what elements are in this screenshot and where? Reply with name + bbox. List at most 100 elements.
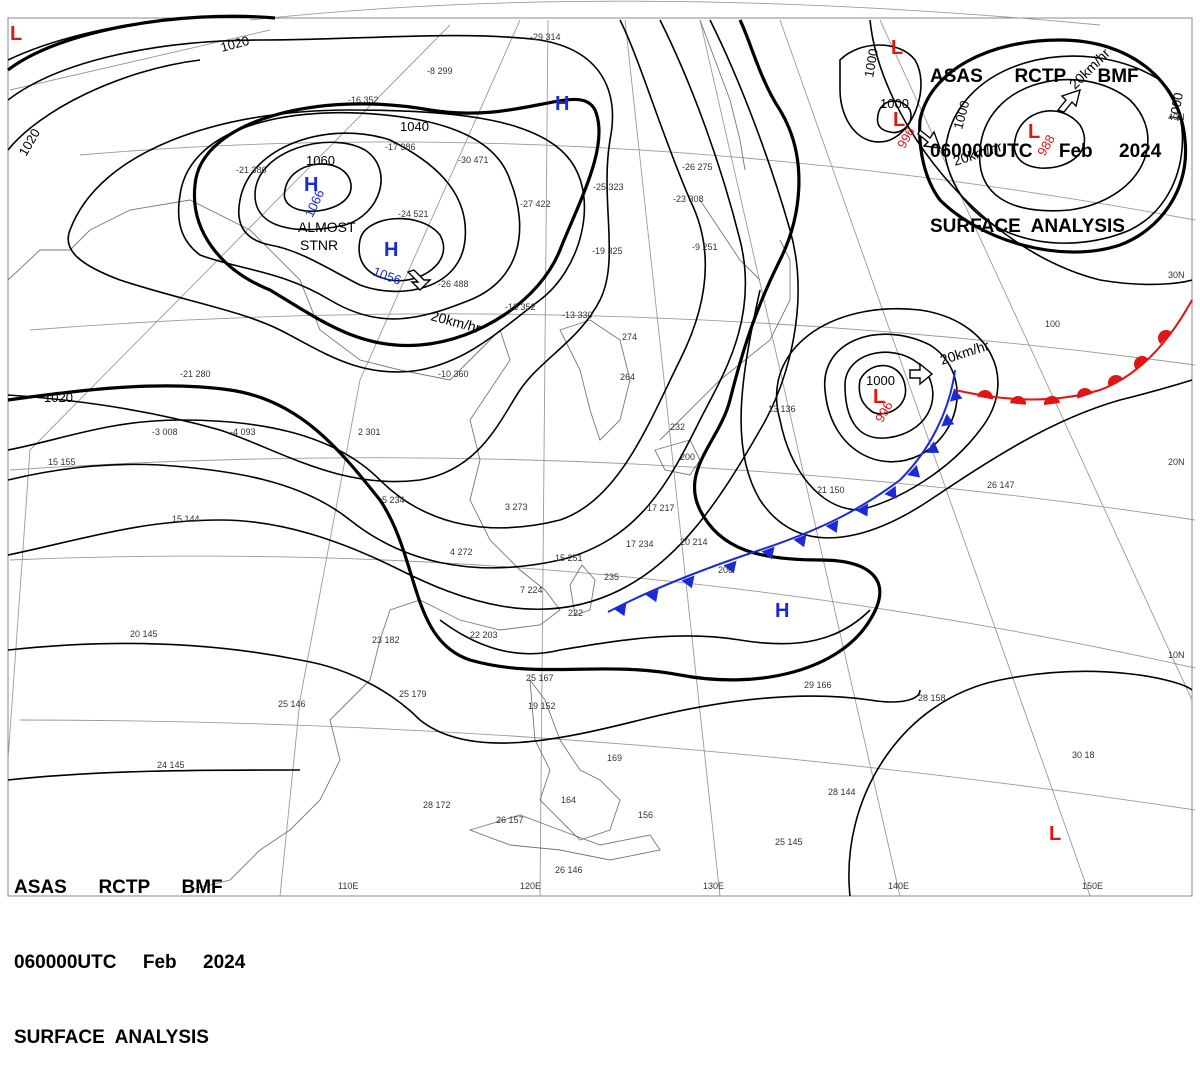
isobar-label: 1040 bbox=[400, 119, 429, 134]
station-plot: 274 bbox=[622, 332, 637, 342]
station-plot: -27 422 bbox=[520, 199, 551, 209]
lat-label: 40N bbox=[1168, 112, 1185, 122]
cold-front-triangle bbox=[941, 413, 955, 427]
lat-label: 20N bbox=[1168, 457, 1185, 467]
isobar-label: 1020 bbox=[44, 390, 73, 405]
low-center: L bbox=[893, 109, 905, 131]
almost-stationary-label: STNR bbox=[300, 237, 338, 253]
low-center: L bbox=[891, 37, 903, 59]
header-title-line: ASAS RCTP BMF bbox=[14, 877, 223, 898]
station-plot: 24 145 bbox=[157, 760, 185, 770]
station-plot: -17 386 bbox=[385, 142, 416, 152]
cold-front-triangle bbox=[825, 519, 839, 533]
header-title-line: ASAS RCTP BMF bbox=[930, 66, 1139, 87]
lon-label: 130E bbox=[703, 881, 724, 891]
low-center: L bbox=[1028, 121, 1040, 143]
cold-front bbox=[607, 299, 1193, 617]
station-plot: 206 bbox=[718, 565, 733, 575]
station-plots: -29 314 -8 299 -16 352 -17 386 -30 471 -… bbox=[48, 32, 1095, 875]
station-plot: -8 299 bbox=[427, 66, 453, 76]
station-plot: 15 251 bbox=[555, 553, 583, 563]
cold-front-triangle bbox=[907, 464, 921, 478]
station-plot: -23 308 bbox=[673, 194, 704, 204]
low-center: L bbox=[10, 23, 22, 45]
warm-front-semicircle bbox=[1077, 388, 1093, 399]
cold-front-triangle bbox=[855, 503, 869, 517]
high-center: H bbox=[304, 174, 318, 196]
motion-speed-label: 20km/hr bbox=[938, 337, 991, 368]
map-frame bbox=[7, 17, 1193, 897]
station-plot: 20 145 bbox=[130, 629, 158, 639]
low-center: L bbox=[873, 386, 885, 408]
station-plot: 164 bbox=[561, 795, 576, 805]
header-product-line: SURFACE ANALYSIS bbox=[14, 1027, 209, 1048]
station-plot: -30 471 bbox=[458, 155, 489, 165]
header-time-line: 060000UTC Feb 2024 bbox=[14, 952, 246, 973]
warm-front-semicircle bbox=[1134, 356, 1148, 370]
warm-front-semicircle bbox=[977, 390, 993, 400]
station-plot: 17 234 bbox=[626, 539, 654, 549]
station-plot: 25 146 bbox=[278, 699, 306, 709]
station-plot: 22 203 bbox=[470, 630, 498, 640]
station-plot: 21 150 bbox=[817, 485, 845, 495]
station-plot: 15 155 bbox=[48, 457, 76, 467]
isobar-label: 1000 bbox=[861, 47, 881, 78]
station-plot: -9 251 bbox=[692, 242, 718, 252]
cold-front-triangle bbox=[613, 603, 627, 617]
grid-labels: 40N 30N 20N 10N 110E 120E 130E 140E 150E bbox=[338, 112, 1185, 891]
station-plot: 156 bbox=[638, 810, 653, 820]
station-plot: -13 330 bbox=[562, 310, 593, 320]
station-plot: -13 352 bbox=[505, 302, 536, 312]
cold-front-triangle bbox=[926, 441, 940, 453]
coastlines bbox=[7, 19, 791, 891]
station-plot: 26 146 bbox=[555, 865, 583, 875]
cold-front-triangle bbox=[761, 546, 775, 560]
chart-header-bottom: ASAS RCTP BMF 060000UTC Feb 2024 SURFACE… bbox=[14, 825, 245, 1075]
station-plot: -16 352 bbox=[348, 95, 379, 105]
station-plot: 13 136 bbox=[768, 404, 796, 414]
station-plot: 19 152 bbox=[528, 701, 556, 711]
cold-front-triangle bbox=[645, 589, 659, 603]
station-plot: 26 147 bbox=[987, 480, 1015, 490]
lon-label: 110E bbox=[338, 881, 358, 891]
station-plot: 28 144 bbox=[828, 787, 856, 797]
station-plot: 30 18 bbox=[1072, 750, 1095, 760]
warm-front-semicircle bbox=[1010, 396, 1026, 405]
station-plot: 200 bbox=[680, 452, 695, 462]
station-plot: -21 280 bbox=[180, 369, 211, 379]
station-plot: 235 bbox=[604, 572, 619, 582]
station-plot: 222 bbox=[568, 608, 583, 618]
station-plot: -29 314 bbox=[530, 32, 561, 42]
station-plot: 25 145 bbox=[775, 837, 803, 847]
isobar-label: 1020 bbox=[16, 126, 43, 159]
station-plot: 23 182 bbox=[372, 635, 400, 645]
station-plot: 5 234 bbox=[382, 495, 405, 505]
station-plot: 15 144 bbox=[172, 514, 200, 524]
header-time-line: 060000UTC Feb 2024 bbox=[930, 141, 1162, 162]
isobar-label: 1060 bbox=[306, 153, 335, 168]
station-plot: 20 214 bbox=[680, 537, 708, 547]
station-plot: -25 323 bbox=[593, 182, 624, 192]
lon-label: 120E bbox=[520, 881, 541, 891]
cold-front-triangle bbox=[723, 560, 737, 574]
high-center: H bbox=[384, 239, 398, 261]
lat-label: 30N bbox=[1168, 270, 1185, 280]
station-plot: -24 521 bbox=[398, 209, 429, 219]
isobar-label: 1000 bbox=[880, 96, 909, 111]
station-plot: 28 158 bbox=[918, 693, 946, 703]
isobar-label: 1000 bbox=[950, 99, 972, 131]
station-plot: 26 157 bbox=[496, 815, 524, 825]
station-plot: 3 273 bbox=[505, 502, 528, 512]
cold-front-triangle bbox=[949, 388, 963, 402]
station-plot: -19 325 bbox=[592, 246, 623, 256]
almost-stationary-label: ALMOST bbox=[298, 219, 356, 235]
station-plot: -3 008 bbox=[152, 427, 178, 437]
motion-speed-label: 20km/hr bbox=[429, 307, 482, 336]
header-product-line: SURFACE ANALYSIS bbox=[930, 216, 1125, 237]
cold-front-triangle bbox=[681, 575, 695, 589]
cold-front-triangle bbox=[793, 534, 807, 548]
isobar-labels: 1020 1040 1060 1020 1020 1000 1000 1000 … bbox=[16, 33, 1186, 405]
warm-front-semicircle bbox=[1158, 330, 1172, 344]
lon-label: 150E bbox=[1082, 881, 1103, 891]
station-plot: 4 272 bbox=[450, 547, 473, 557]
